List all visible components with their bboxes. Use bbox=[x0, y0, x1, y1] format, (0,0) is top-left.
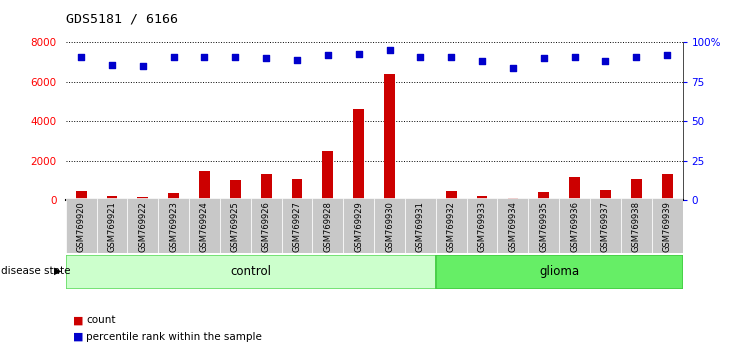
Point bbox=[631, 54, 642, 59]
Point bbox=[415, 54, 426, 59]
Bar bbox=[168, 193, 179, 200]
Text: GSM769926: GSM769926 bbox=[261, 201, 271, 252]
Text: GSM769929: GSM769929 bbox=[354, 201, 364, 252]
FancyBboxPatch shape bbox=[652, 198, 683, 253]
Text: ▶: ▶ bbox=[54, 266, 61, 276]
Text: ■: ■ bbox=[73, 332, 83, 342]
FancyBboxPatch shape bbox=[498, 198, 529, 253]
Text: control: control bbox=[230, 265, 272, 278]
FancyBboxPatch shape bbox=[559, 198, 590, 253]
Text: GSM769935: GSM769935 bbox=[539, 201, 548, 252]
Point bbox=[599, 58, 611, 64]
Text: GSM769938: GSM769938 bbox=[631, 201, 641, 252]
FancyBboxPatch shape bbox=[158, 198, 189, 253]
Bar bbox=[323, 151, 334, 200]
Text: GSM769931: GSM769931 bbox=[416, 201, 425, 252]
Point bbox=[322, 52, 334, 58]
Text: GSM769920: GSM769920 bbox=[77, 201, 85, 252]
Text: GSM769936: GSM769936 bbox=[570, 201, 579, 252]
Text: GSM769922: GSM769922 bbox=[138, 201, 147, 252]
Text: GSM769921: GSM769921 bbox=[107, 201, 117, 252]
Point bbox=[229, 54, 241, 59]
Point bbox=[106, 62, 118, 67]
Text: GSM769925: GSM769925 bbox=[231, 201, 240, 252]
FancyBboxPatch shape bbox=[220, 198, 251, 253]
FancyBboxPatch shape bbox=[282, 198, 312, 253]
Text: GDS5181 / 6166: GDS5181 / 6166 bbox=[66, 12, 177, 25]
Text: GSM769923: GSM769923 bbox=[169, 201, 178, 252]
Bar bbox=[661, 175, 672, 200]
Bar bbox=[137, 197, 148, 200]
Point bbox=[353, 51, 364, 56]
FancyBboxPatch shape bbox=[620, 198, 652, 253]
Point bbox=[137, 63, 149, 69]
Text: GSM769934: GSM769934 bbox=[508, 201, 518, 252]
Text: GSM769932: GSM769932 bbox=[447, 201, 456, 252]
FancyBboxPatch shape bbox=[343, 198, 374, 253]
FancyBboxPatch shape bbox=[590, 198, 620, 253]
Bar bbox=[261, 175, 272, 200]
Text: GSM769928: GSM769928 bbox=[323, 201, 332, 252]
Point bbox=[199, 54, 210, 59]
Bar bbox=[446, 191, 457, 200]
Bar bbox=[477, 196, 488, 200]
Bar bbox=[107, 196, 118, 200]
Text: glioma: glioma bbox=[539, 265, 579, 278]
Point bbox=[476, 58, 488, 64]
Text: GSM769930: GSM769930 bbox=[385, 201, 394, 252]
Bar bbox=[384, 74, 395, 200]
FancyBboxPatch shape bbox=[189, 198, 220, 253]
FancyBboxPatch shape bbox=[405, 198, 436, 253]
Point bbox=[168, 54, 180, 59]
Point bbox=[75, 54, 87, 59]
Bar bbox=[507, 198, 518, 200]
FancyBboxPatch shape bbox=[374, 198, 405, 253]
Bar bbox=[415, 199, 426, 200]
FancyBboxPatch shape bbox=[66, 198, 96, 253]
Text: GSM769927: GSM769927 bbox=[293, 201, 301, 252]
Bar bbox=[230, 180, 241, 200]
Bar bbox=[199, 171, 210, 200]
Point bbox=[291, 57, 303, 63]
Bar bbox=[76, 191, 87, 200]
Text: GSM769937: GSM769937 bbox=[601, 201, 610, 252]
Bar bbox=[569, 177, 580, 200]
Point bbox=[445, 54, 457, 59]
Bar bbox=[291, 179, 302, 200]
Bar bbox=[631, 179, 642, 200]
FancyBboxPatch shape bbox=[96, 198, 127, 253]
Text: GSM769924: GSM769924 bbox=[200, 201, 209, 252]
Bar bbox=[538, 192, 549, 200]
Text: GSM769939: GSM769939 bbox=[663, 201, 672, 252]
FancyBboxPatch shape bbox=[312, 198, 343, 253]
Point bbox=[661, 52, 673, 58]
FancyBboxPatch shape bbox=[466, 198, 498, 253]
Point bbox=[261, 55, 272, 61]
FancyBboxPatch shape bbox=[529, 198, 559, 253]
FancyBboxPatch shape bbox=[127, 198, 158, 253]
Bar bbox=[353, 109, 364, 200]
Text: count: count bbox=[86, 315, 115, 325]
Text: disease state: disease state bbox=[1, 266, 71, 276]
Text: GSM769933: GSM769933 bbox=[477, 201, 487, 252]
FancyBboxPatch shape bbox=[251, 198, 282, 253]
Point bbox=[384, 47, 396, 53]
Point bbox=[507, 65, 519, 70]
FancyBboxPatch shape bbox=[436, 255, 683, 289]
FancyBboxPatch shape bbox=[66, 255, 436, 289]
Point bbox=[569, 54, 580, 59]
Text: percentile rank within the sample: percentile rank within the sample bbox=[86, 332, 262, 342]
FancyBboxPatch shape bbox=[436, 198, 466, 253]
Bar bbox=[600, 190, 611, 200]
Point bbox=[538, 55, 550, 61]
Text: ■: ■ bbox=[73, 315, 83, 325]
